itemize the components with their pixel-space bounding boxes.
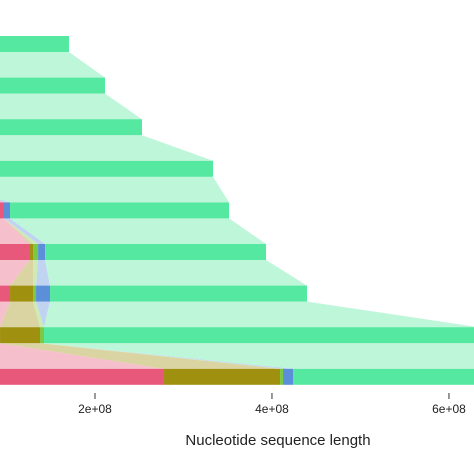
ribbon (45, 260, 308, 286)
bar-segment (293, 368, 474, 385)
bar-segment (4, 202, 11, 219)
ribbons (0, 52, 474, 369)
bar-segment (0, 36, 69, 52)
bar-segment (0, 285, 11, 302)
bar-segment (10, 285, 34, 302)
bar-segment (0, 77, 105, 94)
x-tick-label: 4e+08 (255, 402, 289, 416)
ribbon (10, 260, 34, 286)
bar-segment (10, 202, 230, 219)
ribbon (44, 343, 474, 369)
bar-segment (283, 368, 294, 385)
x-axis-title: Nucleotide sequence length (185, 432, 370, 449)
bar-segment (280, 368, 284, 385)
bars (0, 36, 474, 385)
ribbon (0, 93, 142, 120)
ribbon (0, 301, 41, 328)
ribbon (0, 301, 11, 328)
bar-segment (38, 244, 46, 260)
ribbon (10, 218, 267, 244)
ribbon (36, 260, 51, 286)
bar-segment (36, 285, 51, 302)
ribbon (36, 301, 51, 328)
bar-segment (0, 119, 142, 136)
ribbon (0, 135, 214, 161)
bar-segment (0, 327, 41, 344)
ribbon (0, 199, 11, 203)
ribbon (4, 218, 46, 244)
ribbon (0, 343, 281, 369)
bar-segment (40, 327, 45, 344)
x-tick-label: 6e+08 (432, 402, 466, 416)
bar-segment (0, 160, 214, 177)
ribbon (0, 176, 230, 203)
bar-segment (50, 285, 308, 302)
x-tick-label: 2e+08 (78, 402, 112, 416)
ribbon (0, 343, 164, 369)
ribbon (44, 301, 474, 328)
ribbon (0, 218, 31, 244)
ribbon (33, 301, 45, 328)
bar-segment (163, 368, 281, 385)
bar-segment (44, 327, 474, 344)
ribbon (0, 260, 31, 286)
ribbon (0, 52, 105, 78)
bar-segment (0, 202, 5, 219)
bar-segment (45, 244, 267, 260)
bar-segment (30, 244, 34, 260)
bar-segment (33, 285, 37, 302)
bar-segment (33, 244, 39, 260)
bar-segment (0, 244, 31, 260)
bar-segment (0, 368, 164, 385)
ribbon (33, 260, 39, 286)
ribbon (40, 343, 284, 369)
